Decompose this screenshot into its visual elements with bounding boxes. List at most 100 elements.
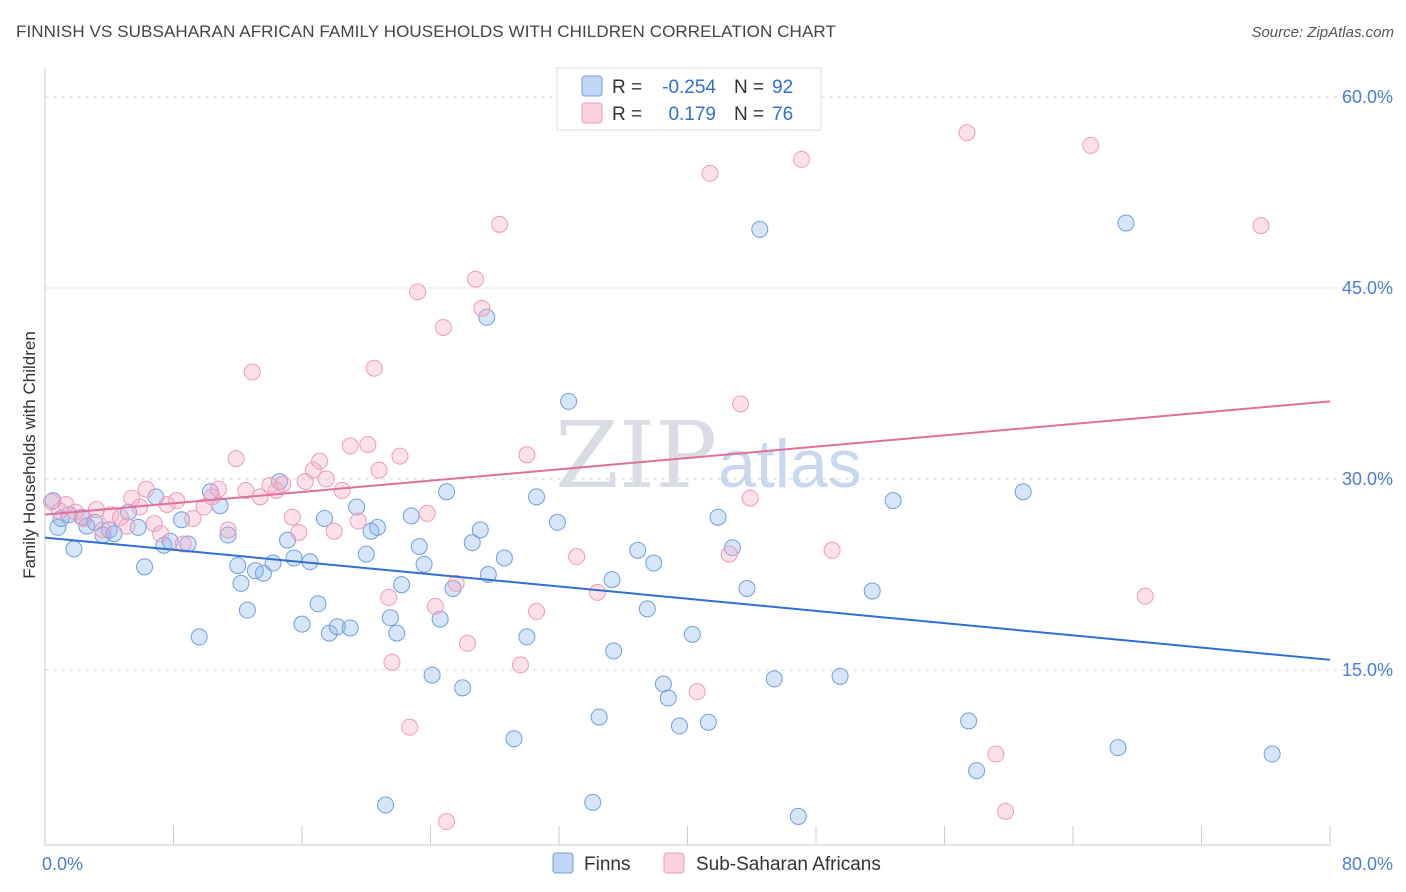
finns-point-45 bbox=[393, 576, 411, 594]
finns-point-67 bbox=[629, 541, 647, 559]
subsaharan-point-29 bbox=[274, 475, 292, 493]
subsaharan-point-53 bbox=[458, 634, 476, 652]
finns-point-66 bbox=[605, 642, 623, 660]
finns-point-79 bbox=[765, 670, 783, 688]
watermark-atlas: atlas bbox=[718, 426, 862, 502]
finns-point-44 bbox=[388, 624, 406, 642]
finns-point-78 bbox=[751, 220, 769, 238]
subsaharan-point-57 bbox=[511, 656, 529, 674]
finns-point-24 bbox=[232, 574, 250, 592]
legend-n-label-2: N = bbox=[734, 104, 764, 125]
subsaharan-point-17 bbox=[174, 535, 192, 553]
source-label: Source: ZipAtlas.com bbox=[1251, 24, 1394, 41]
subsaharan-point-45 bbox=[391, 447, 409, 465]
finns-point-69 bbox=[645, 554, 663, 572]
subsaharan-point-68 bbox=[793, 150, 811, 168]
subsaharan-point-13 bbox=[145, 515, 163, 533]
x-tick-label-0: 0.0% bbox=[42, 854, 83, 874]
subsaharan-point-31 bbox=[290, 523, 308, 541]
subsaharan-point-47 bbox=[409, 283, 427, 301]
subsaharan-point-69 bbox=[823, 541, 841, 559]
subsaharan-point-54 bbox=[466, 270, 484, 288]
finns-point-60 bbox=[528, 488, 546, 506]
bottom-legend-subsaharan: Sub-Saharan Africans bbox=[696, 854, 881, 875]
subsaharan-point-75 bbox=[1252, 217, 1270, 235]
subsaharan-point-35 bbox=[317, 470, 335, 488]
finns-point-68 bbox=[638, 600, 656, 618]
series-legend: Finns Sub-Saharan Africans bbox=[552, 852, 881, 875]
subsaharan-point-8 bbox=[111, 508, 129, 526]
y-tick-label-0: 15.0% bbox=[1342, 660, 1393, 680]
subsaharan-point-25 bbox=[243, 363, 261, 381]
finns-point-90 bbox=[478, 308, 496, 326]
series-subsaharan bbox=[42, 110, 1270, 831]
subsaharan-point-44 bbox=[383, 653, 401, 671]
legend-r-label-2: R = bbox=[612, 104, 642, 125]
subsaharan-point-39 bbox=[349, 512, 367, 530]
trend-lines bbox=[44, 400, 1331, 661]
subsaharan-point-21 bbox=[209, 480, 227, 498]
x-tick-label-1: 80.0% bbox=[1342, 854, 1393, 874]
subsaharan-point-60 bbox=[568, 548, 586, 566]
finns-point-64 bbox=[590, 708, 608, 726]
finns-point-28 bbox=[264, 554, 282, 572]
chart-title: FINNISH VS SUBSAHARAN AFRICAN FAMILY HOU… bbox=[16, 22, 836, 41]
finns-point-77 bbox=[738, 580, 756, 598]
finns-point-85 bbox=[968, 762, 986, 780]
finns-point-51 bbox=[438, 483, 456, 501]
finns-point-89 bbox=[1263, 745, 1281, 763]
finns-trend-line bbox=[44, 536, 1331, 661]
tick-labels: 15.0% 30.0% 45.0% 60.0% 0.0% 80.0% bbox=[42, 87, 1393, 874]
subsaharan-point-14 bbox=[152, 525, 170, 543]
subsaharan-point-38 bbox=[341, 437, 359, 455]
subsaharan-point-30 bbox=[283, 508, 301, 526]
finns-point-75 bbox=[709, 508, 727, 526]
subsaharan-point-63 bbox=[688, 683, 706, 701]
finns-point-50 bbox=[431, 610, 449, 628]
finns-point-63 bbox=[584, 793, 602, 811]
finns-point-54 bbox=[463, 534, 481, 552]
finns-point-40 bbox=[357, 545, 375, 563]
subsaharan-point-58 bbox=[518, 446, 536, 464]
subsaharan-point-23 bbox=[227, 450, 245, 468]
subsaharan-point-33 bbox=[304, 461, 322, 479]
subsaharan-point-73 bbox=[1082, 136, 1100, 154]
finns-point-31 bbox=[285, 549, 303, 567]
y-tick-label-2: 45.0% bbox=[1342, 278, 1393, 298]
legend-r-value-1: -0.254 bbox=[662, 77, 716, 98]
subsaharan-point-7 bbox=[102, 506, 120, 524]
finns-point-80 bbox=[789, 807, 807, 825]
finns-point-87 bbox=[1109, 739, 1127, 757]
subsaharan-point-12 bbox=[137, 480, 155, 498]
subsaharan-point-40 bbox=[359, 436, 377, 454]
finns-point-1 bbox=[49, 518, 67, 536]
legend-swatch-finns bbox=[581, 75, 603, 97]
subsaharan-point-37 bbox=[333, 481, 351, 499]
subsaharan-point-56 bbox=[491, 215, 509, 233]
finns-point-55 bbox=[471, 521, 489, 539]
subsaharan-point-34 bbox=[311, 452, 329, 470]
finns-point-73 bbox=[683, 625, 701, 643]
subsaharan-point-49 bbox=[426, 597, 444, 615]
subsaharan-point-51 bbox=[438, 813, 456, 831]
finns-point-29 bbox=[271, 473, 289, 491]
subsaharan-point-22 bbox=[219, 521, 237, 539]
finns-point-86 bbox=[1014, 483, 1032, 501]
subsaharan-trend-line bbox=[44, 400, 1331, 516]
subsaharan-point-42 bbox=[370, 461, 388, 479]
finns-point-58 bbox=[505, 730, 523, 748]
y-axis-title: Family Households with Children bbox=[20, 331, 39, 579]
subsaharan-point-65 bbox=[720, 545, 738, 563]
finns-point-35 bbox=[315, 509, 333, 527]
finns-point-38 bbox=[341, 619, 359, 637]
finns-point-88 bbox=[1117, 214, 1135, 232]
finns-point-91 bbox=[377, 796, 395, 814]
finns-point-48 bbox=[415, 555, 433, 573]
subsaharan-point-52 bbox=[447, 574, 465, 592]
subsaharan-point-66 bbox=[732, 395, 750, 413]
finns-point-52 bbox=[444, 580, 462, 598]
gridlines bbox=[45, 96, 1392, 671]
finns-point-53 bbox=[454, 679, 472, 697]
finns-point-22 bbox=[219, 526, 237, 544]
